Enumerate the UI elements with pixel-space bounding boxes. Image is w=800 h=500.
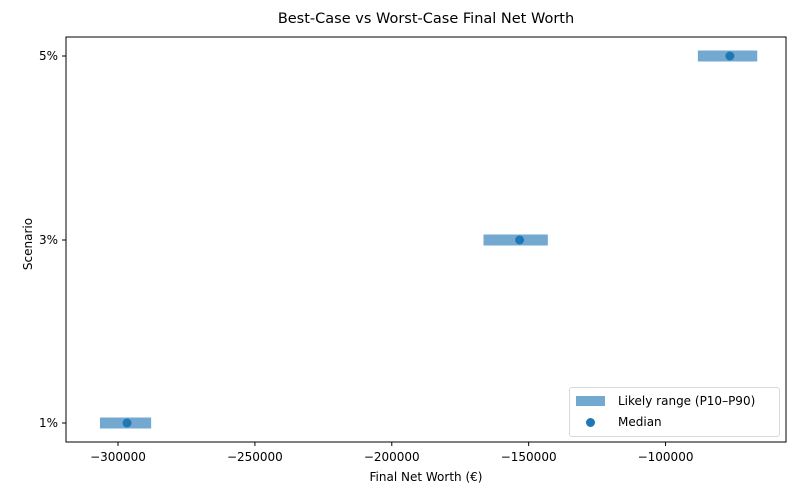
chart-title: Best-Case vs Worst-Case Final Net Worth [277,11,575,27]
median-point [122,418,132,428]
x-tick-label: −200000 [364,450,420,464]
x-tick-label: −250000 [227,450,283,464]
x-axis-label: Final Net Worth (€) [369,470,483,484]
median-point [515,235,525,245]
legend-median-label: Median [618,415,662,429]
legend-range-label: Likely range (P10–P90) [618,394,756,408]
median-point [725,51,735,61]
plot-frame [65,36,787,443]
x-tick-label: −300000 [90,450,146,464]
x-tick-label: −150000 [501,450,557,464]
median-dot-icon [586,417,595,427]
legend: Likely range (P10–P90) Median [569,387,780,437]
legend-item-range: Likely range (P10–P90) [576,394,755,408]
y-tick-label: 1% [39,416,58,430]
y-axis-label: Scenario [21,217,35,271]
y-tick-label: 3% [39,233,58,247]
x-tick-label: −100000 [638,450,694,464]
legend-item-median: Median [576,415,662,429]
range-swatch-icon [576,396,605,406]
y-tick-label: 5% [39,49,58,63]
